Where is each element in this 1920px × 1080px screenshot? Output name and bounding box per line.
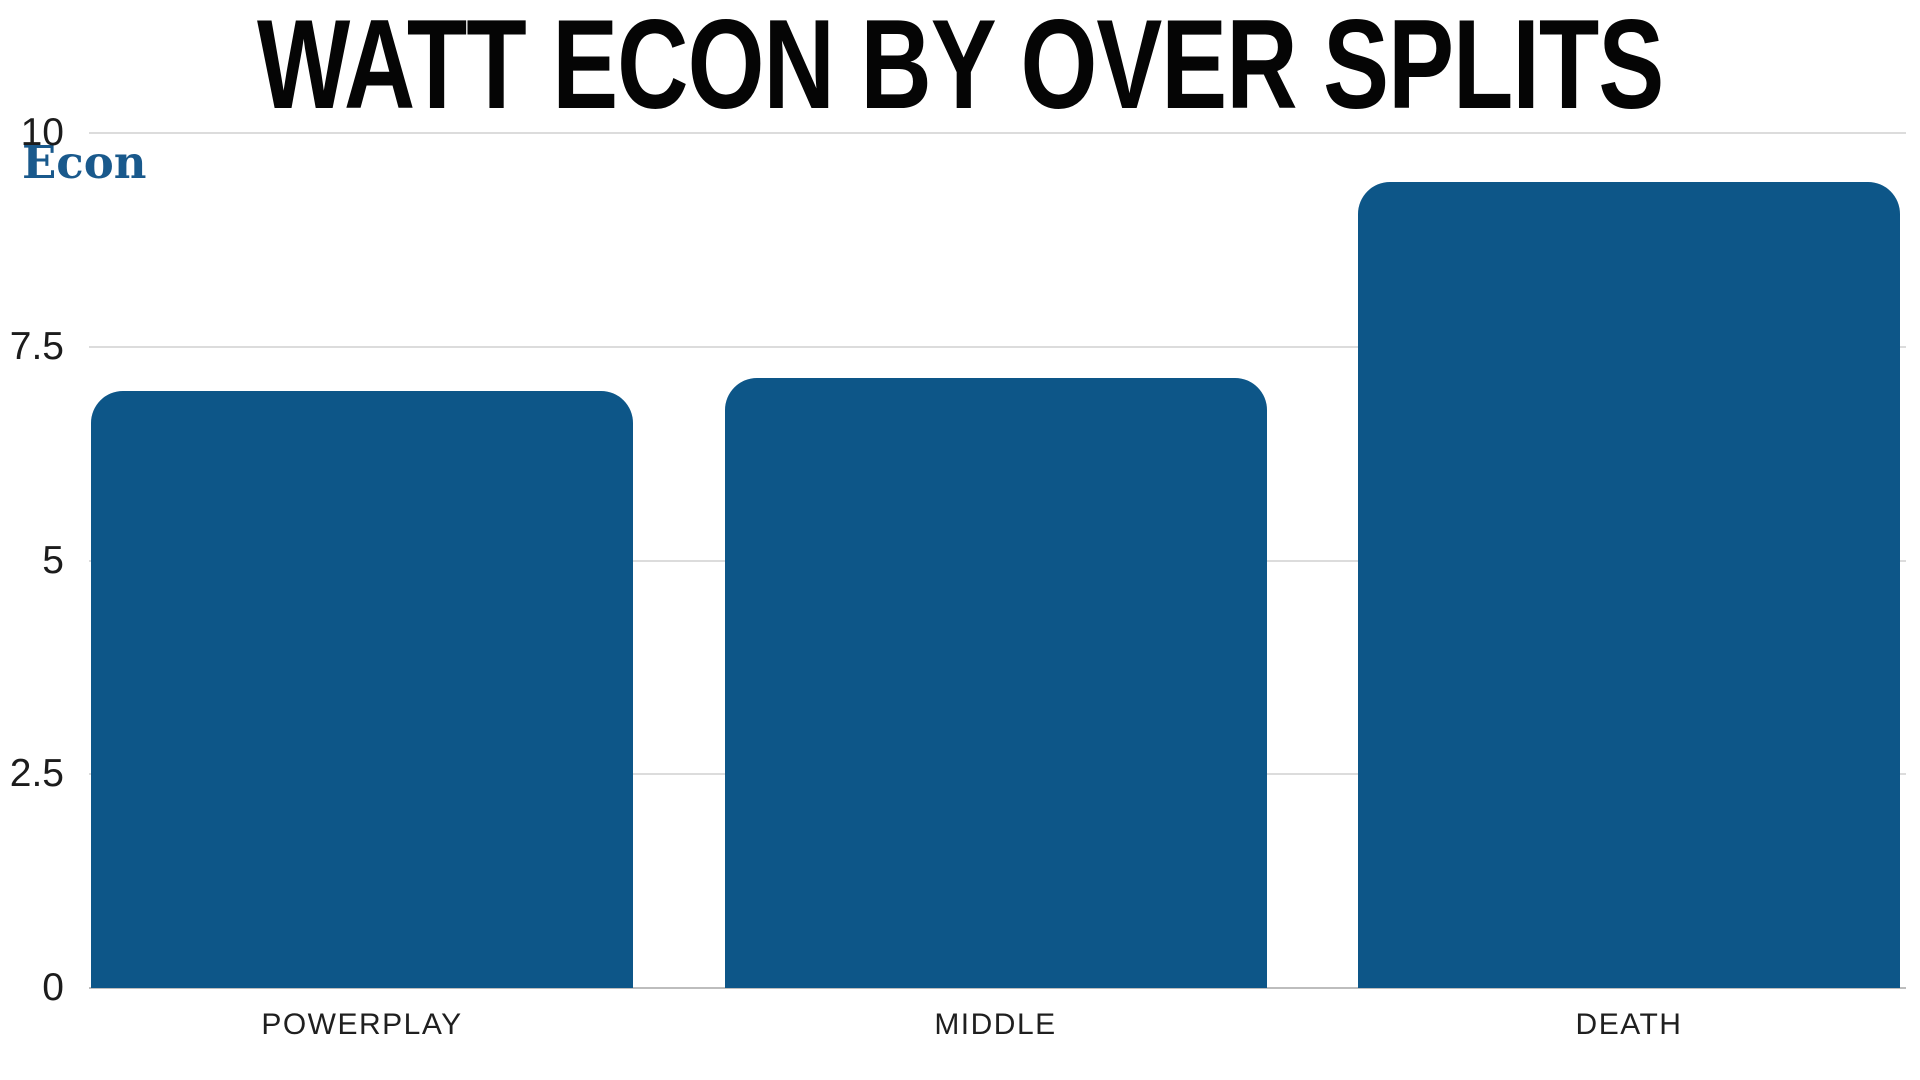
x-label-powerplay: POWERPLAY	[261, 1008, 463, 1041]
legend-series-label: Econ	[22, 136, 147, 189]
y-tick-label-0: 0	[42, 966, 64, 1009]
x-axis-baseline	[89, 987, 1906, 989]
gridline-y-7.5	[89, 345, 1906, 348]
legend: Econ	[22, 140, 146, 185]
gridline-y-10	[89, 132, 1906, 134]
bar-death	[1358, 181, 1900, 988]
y-tick-label-10: 10	[20, 111, 64, 154]
x-label-middle: MIDDLE	[934, 1008, 1057, 1041]
y-tick-label-7.5: 7.5	[9, 324, 64, 368]
bar-middle	[724, 378, 1267, 988]
x-label-death: DEATH	[1575, 1008, 1683, 1041]
y-tick-label-2.5: 2.5	[9, 752, 64, 796]
y-tick-label-5: 5	[42, 538, 64, 582]
bar-powerplay	[91, 391, 633, 988]
